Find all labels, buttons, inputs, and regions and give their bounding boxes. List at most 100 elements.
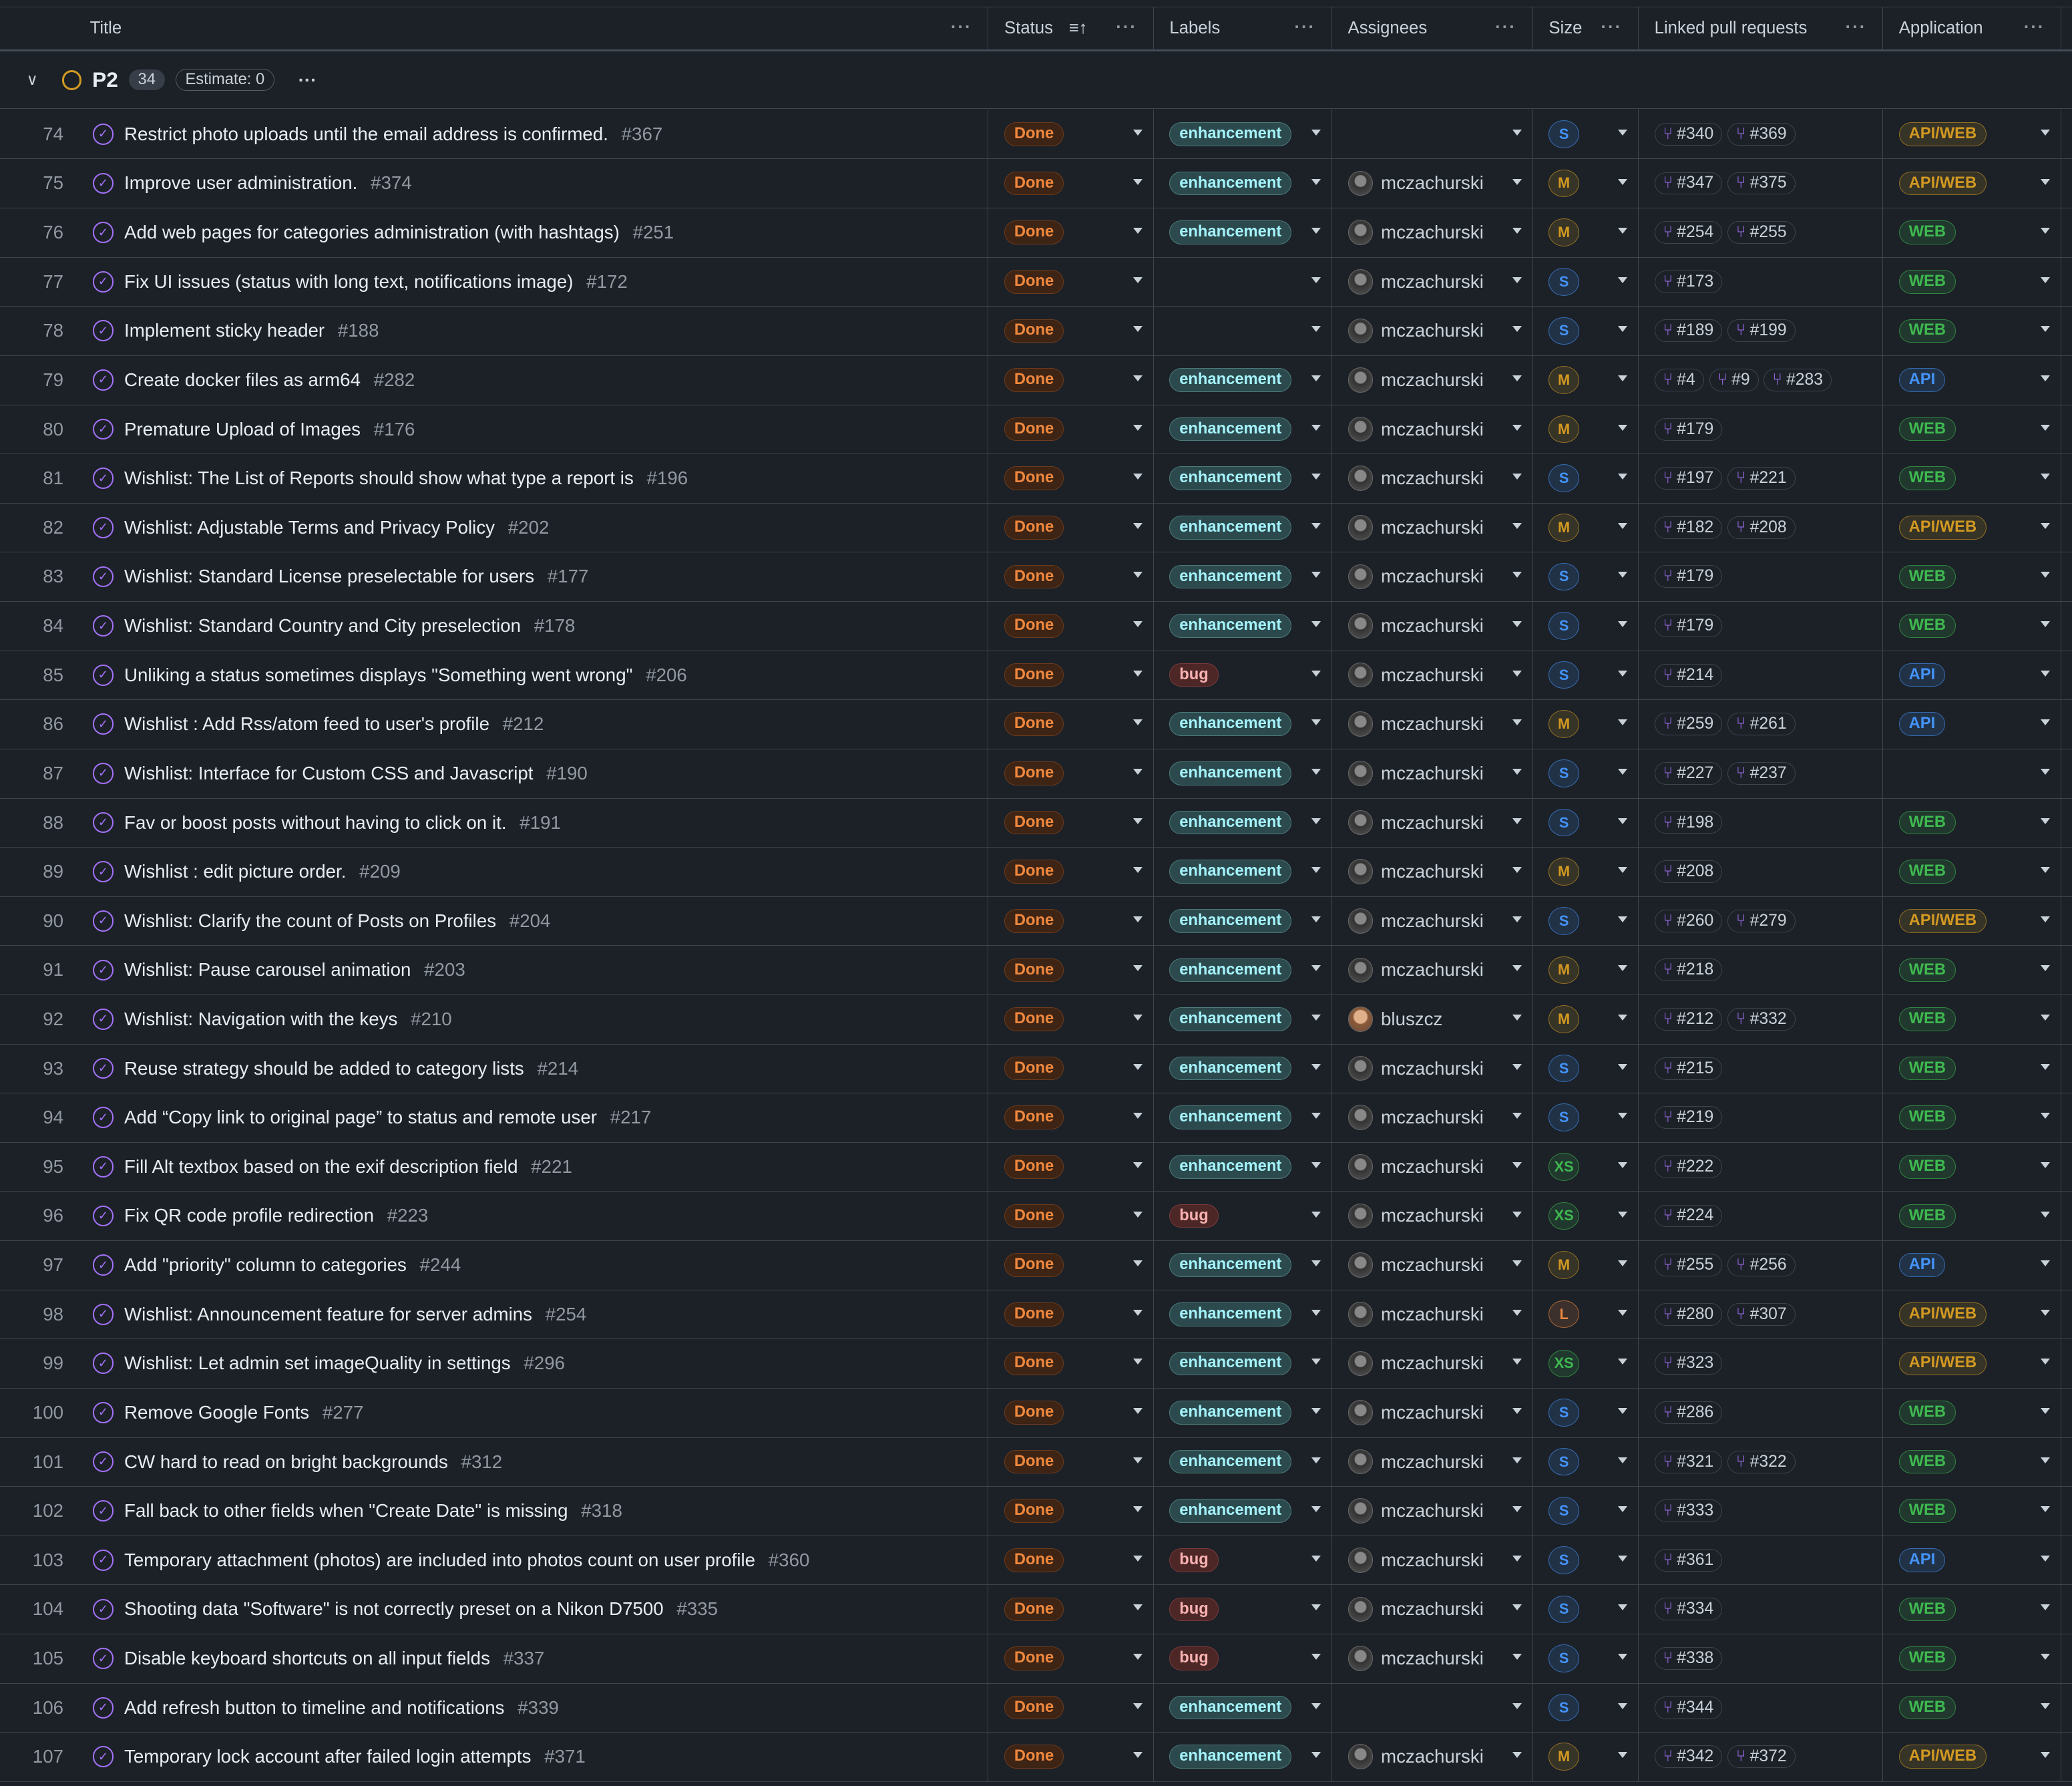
assignees-cell[interactable]: mczachurski	[1332, 1093, 1533, 1142]
assignees-cell[interactable]: mczachurski	[1332, 847, 1533, 896]
dropdown-caret-icon[interactable]	[1132, 916, 1143, 922]
pull-request-link[interactable]: ⑂ #280	[1654, 1302, 1723, 1326]
dropdown-caret-icon[interactable]	[2041, 1654, 2051, 1660]
table-row[interactable]: 88 ✓ Fav or boost posts without having to …	[0, 797, 2072, 848]
status-cell[interactable]: Done	[988, 503, 1154, 552]
dropdown-caret-icon[interactable]	[1132, 129, 1143, 136]
pull-request-link[interactable]: ⑂ #222	[1654, 1155, 1723, 1178]
size-cell[interactable]: M	[1533, 995, 1639, 1044]
dropdown-caret-icon[interactable]	[1618, 1113, 1628, 1119]
title-cell[interactable]: ✓ Premature Upload of Images #176	[77, 404, 989, 454]
dropdown-caret-icon[interactable]	[1512, 768, 1522, 775]
dropdown-caret-icon[interactable]	[1132, 277, 1143, 283]
dropdown-caret-icon[interactable]	[2041, 1604, 2051, 1610]
title-cell[interactable]: ✓ Create docker files as arm64 #282	[77, 355, 989, 405]
labels-cell[interactable]: enhancement	[1154, 1486, 1332, 1536]
issue-title-link[interactable]: Reuse strategy should be added to catego…	[124, 1057, 524, 1079]
status-cell[interactable]: Done	[988, 699, 1154, 749]
application-cell[interactable]: WEB	[1883, 945, 2062, 995]
application-cell[interactable]: API	[1883, 699, 2062, 749]
status-cell[interactable]: Done	[988, 306, 1154, 355]
dropdown-caret-icon[interactable]	[1311, 1654, 1321, 1660]
dropdown-caret-icon[interactable]	[1311, 1015, 1321, 1021]
size-cell[interactable]: M	[1533, 945, 1639, 995]
issue-title-link[interactable]: Premature Upload of Images	[124, 418, 361, 439]
assignees-cell[interactable]: mczachurski	[1332, 1240, 1533, 1290]
pull-request-link[interactable]: ⑂ #214	[1654, 663, 1723, 687]
dropdown-caret-icon[interactable]	[1618, 1260, 1628, 1266]
issue-title-link[interactable]: Wishlist: Adjustable Terms and Privacy P…	[124, 516, 495, 538]
dropdown-caret-icon[interactable]	[2041, 867, 2051, 873]
dropdown-caret-icon[interactable]	[1132, 1408, 1143, 1414]
status-cell[interactable]: Done	[988, 355, 1154, 405]
application-cell[interactable]: WEB	[1883, 306, 2062, 355]
labels-cell[interactable]: enhancement	[1154, 896, 1332, 946]
title-cell[interactable]: ✓ Fix UI issues (status with long text, n…	[77, 257, 989, 307]
table-row[interactable]: 87 ✓ Wishlist: Interface for Custom CSS an…	[0, 749, 2072, 799]
dropdown-caret-icon[interactable]	[2041, 1457, 2051, 1463]
collapse-chevron-icon[interactable]: ∨	[26, 71, 38, 90]
status-cell[interactable]: Done	[988, 257, 1154, 307]
dropdown-caret-icon[interactable]	[1311, 867, 1321, 873]
table-row[interactable]: 97 ✓ Add "priority" column to categories #2…	[0, 1240, 2072, 1290]
dropdown-caret-icon[interactable]	[1132, 818, 1143, 824]
size-cell[interactable]: S	[1533, 454, 1639, 503]
dropdown-caret-icon[interactable]	[2041, 818, 2051, 824]
table-row[interactable]: 80 ✓ Premature Upload of Images #176 Done enh…	[0, 404, 2072, 455]
assignees-cell[interactable]: mczachurski	[1332, 404, 1533, 454]
issue-title-link[interactable]: Disable keyboard shortcuts on all input …	[124, 1648, 490, 1669]
application-cell[interactable]: WEB	[1883, 1683, 2062, 1733]
status-cell[interactable]: Done	[988, 1388, 1154, 1437]
application-cell[interactable]: API	[1883, 1536, 2062, 1585]
dropdown-caret-icon[interactable]	[1311, 228, 1321, 234]
issue-title-link[interactable]: Fall back to other fields when "Create D…	[124, 1500, 568, 1522]
assignees-cell[interactable]	[1332, 1683, 1533, 1733]
title-cell[interactable]: ✓ Add refresh button to timeline and noti…	[77, 1683, 989, 1733]
assignees-cell[interactable]: mczachurski	[1332, 1290, 1533, 1339]
table-row[interactable]: 96 ✓ Fix QR code profile redirection #223 Do…	[0, 1191, 2072, 1242]
dropdown-caret-icon[interactable]	[1311, 474, 1321, 480]
pull-request-link[interactable]: ⑂ #254	[1654, 221, 1723, 244]
size-cell[interactable]: S	[1533, 1683, 1639, 1733]
column-header-labels[interactable]: Labels ···	[1154, 7, 1332, 50]
dropdown-caret-icon[interactable]	[1618, 1015, 1628, 1021]
issue-title-link[interactable]: Create docker files as arm64	[124, 369, 361, 390]
application-cell[interactable]	[1883, 749, 2062, 798]
issue-title-link[interactable]: Wishlist: Standard License preselectable…	[124, 566, 535, 587]
labels-cell[interactable]: bug	[1154, 651, 1332, 700]
dropdown-caret-icon[interactable]	[1132, 1162, 1143, 1168]
dropdown-caret-icon[interactable]	[1132, 178, 1143, 185]
assignees-cell[interactable]: mczachurski	[1332, 552, 1533, 602]
dropdown-caret-icon[interactable]	[1311, 424, 1321, 431]
application-cell[interactable]: WEB	[1883, 1584, 2062, 1634]
assignees-cell[interactable]: mczachurski	[1332, 1191, 1533, 1241]
dropdown-caret-icon[interactable]	[1512, 178, 1522, 185]
labels-cell[interactable]: enhancement	[1154, 1388, 1332, 1437]
dropdown-caret-icon[interactable]	[1311, 1604, 1321, 1610]
dropdown-caret-icon[interactable]	[1618, 1408, 1628, 1414]
status-cell[interactable]: Done	[988, 1634, 1154, 1683]
size-cell[interactable]: S	[1533, 306, 1639, 355]
assignees-cell[interactable]: mczachurski	[1332, 749, 1533, 798]
size-cell[interactable]: M	[1533, 158, 1639, 208]
labels-cell[interactable]: enhancement	[1154, 1338, 1332, 1388]
column-menu-icon[interactable]: ···	[1495, 17, 1516, 37]
table-row[interactable]: 102 ✓ Fall back to other fields when "Crea…	[0, 1486, 2072, 1536]
issue-title-link[interactable]: Improve user administration.	[124, 172, 358, 194]
title-cell[interactable]: ✓ Restrict photo uploads until the email …	[77, 110, 989, 159]
labels-cell[interactable]: enhancement	[1154, 601, 1332, 651]
labels-cell[interactable]: enhancement	[1154, 454, 1332, 503]
issue-title-link[interactable]: Unliking a status sometimes displays "So…	[124, 664, 633, 685]
dropdown-caret-icon[interactable]	[1618, 228, 1628, 234]
dropdown-caret-icon[interactable]	[1512, 1752, 1522, 1758]
application-cell[interactable]: API/WEB	[1883, 158, 2062, 208]
issue-title-link[interactable]: Fill Alt textbox based on the exif descr…	[124, 1155, 518, 1177]
dropdown-caret-icon[interactable]	[1512, 1309, 1522, 1316]
dropdown-caret-icon[interactable]	[1132, 1359, 1143, 1365]
column-menu-icon[interactable]: ···	[1294, 17, 1316, 37]
application-cell[interactable]: WEB	[1883, 1634, 2062, 1683]
labels-cell[interactable]: enhancement	[1154, 1683, 1332, 1733]
dropdown-caret-icon[interactable]	[1132, 1654, 1143, 1660]
status-cell[interactable]: Done	[988, 1240, 1154, 1290]
dropdown-caret-icon[interactable]	[1311, 1113, 1321, 1119]
